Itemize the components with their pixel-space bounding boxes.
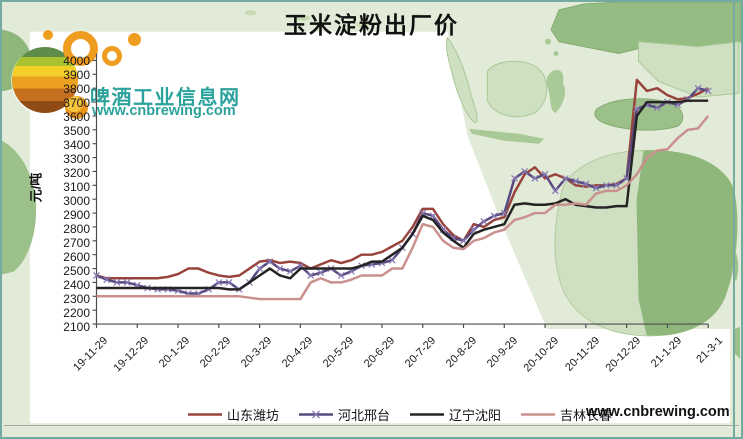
legend-line-swatch — [188, 413, 222, 416]
logo-site-name: 啤酒工业信息网 — [90, 87, 241, 109]
series-line-2 — [96, 99, 709, 291]
logo-site-url: www.cnbrewing.com — [92, 103, 236, 119]
legend-label: 山东潍坊 — [227, 408, 280, 423]
y-axis-tick-label: 3600 — [63, 109, 90, 124]
legend-item-1: 河北邢台 — [299, 405, 390, 424]
y-axis-tick-label: 3700 — [63, 95, 90, 110]
logo-ring-icon — [63, 31, 98, 66]
y-axis-tick-label: 3200 — [63, 165, 90, 180]
axes — [92, 53, 709, 329]
y-axis-tick-label: 2100 — [63, 319, 90, 334]
y-axis-tick-label: 3100 — [63, 179, 90, 194]
y-axis-tick-label: 3400 — [63, 137, 90, 152]
legend-item-0: 山东潍坊 — [188, 405, 279, 424]
y-axis-tick-label: 2600 — [63, 249, 90, 264]
y-axis-tick-label: 2500 — [63, 263, 90, 278]
legend-label: 吉林长春 — [560, 408, 613, 423]
legend-line-swatch — [521, 413, 556, 416]
legend-item-2: 辽宁沈阳 — [410, 405, 501, 424]
y-axis-tick-label: 2700 — [63, 235, 90, 250]
legend-label: 河北邢台 — [338, 408, 391, 423]
chart-title: 玉米淀粉出厂价 — [284, 12, 459, 39]
series-lines — [93, 78, 712, 301]
legend-item-3: 吉林长春 — [521, 405, 612, 424]
legend: 山东潍坊 河北邢台 辽宁沈阳 吉林长春 — [188, 405, 612, 424]
logo-ring-icon — [43, 30, 53, 40]
y-axis-tick-label: 3800 — [63, 81, 90, 96]
frame-inner-border — [733, 2, 735, 437]
y-axis-tick-label: 3500 — [63, 123, 90, 138]
series-markers-1 — [93, 84, 712, 297]
logo-ring-icon — [128, 33, 141, 46]
y-axis-tick-label: 4000 — [63, 53, 90, 68]
y-axis-tick-label: 3300 — [63, 151, 90, 166]
y-axis-tick-label: 3000 — [63, 193, 90, 208]
y-axis-tick-label: 3900 — [63, 67, 90, 82]
y-axis-tick-label: 2800 — [63, 221, 90, 236]
footer-site-url: www.cnbrewing.com — [586, 404, 730, 420]
y-axis-tick-label: 2400 — [63, 277, 90, 292]
bottlecap-small-icon — [65, 96, 88, 119]
legend-label: 辽宁沈阳 — [449, 408, 502, 423]
axis-lines — [92, 53, 709, 329]
y-axis-tick-label: 2200 — [63, 305, 90, 320]
logo-ring-icon — [102, 46, 122, 66]
legend-line-swatch — [410, 413, 445, 416]
y-axis-tick-label: 2900 — [63, 207, 90, 222]
y-axis-tick-label: 2300 — [63, 291, 90, 306]
series-line-3 — [96, 115, 710, 301]
legend-line-swatch — [299, 410, 334, 419]
divider-line — [4, 425, 739, 426]
